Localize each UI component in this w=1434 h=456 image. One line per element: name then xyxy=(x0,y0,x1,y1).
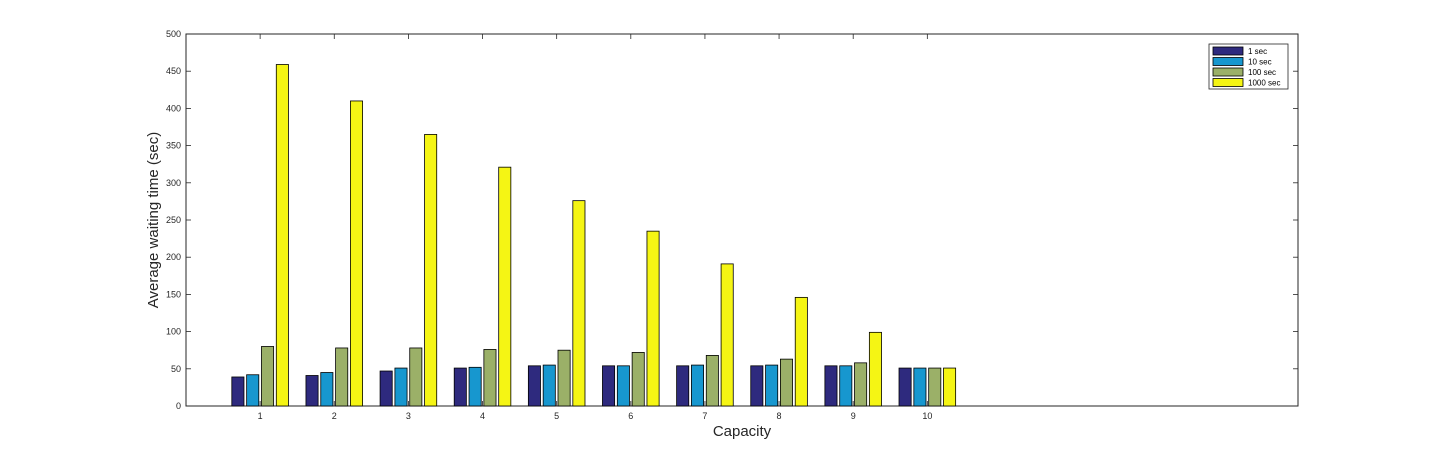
bar xyxy=(379,370,393,407)
bar xyxy=(691,364,705,407)
bars-group xyxy=(231,64,957,407)
legend-label: 100 sec xyxy=(1248,68,1276,77)
x-axis: 1 2 3 4 5 6 7 8 9 10 xyxy=(258,34,932,421)
x-tick-label: 5 xyxy=(554,411,559,421)
bar xyxy=(750,365,764,407)
x-tick-label: 3 xyxy=(406,411,411,421)
y-tick-label: 350 xyxy=(166,141,181,151)
bar xyxy=(542,364,556,407)
bar xyxy=(261,346,275,407)
bar xyxy=(780,358,793,407)
x-tick-label: 7 xyxy=(702,411,707,421)
bar xyxy=(424,134,438,407)
legend-label: 1 sec xyxy=(1248,47,1267,56)
bar xyxy=(409,347,423,407)
bar xyxy=(705,355,719,407)
bar xyxy=(616,365,630,407)
x-tick-label: 6 xyxy=(628,411,633,421)
bar xyxy=(453,367,467,407)
bar xyxy=(572,200,586,407)
bar xyxy=(676,365,690,407)
x-tick-label: 2 xyxy=(332,411,337,421)
y-axis-title: Average waiting time (sec) xyxy=(145,132,162,308)
x-tick-label: 8 xyxy=(777,411,782,421)
y-axis: 0 50 100 150 200 250 300 350 400 450 500 xyxy=(166,29,1298,411)
bar xyxy=(483,349,497,407)
legend-label: 1000 sec xyxy=(1248,79,1280,88)
bar xyxy=(868,331,882,407)
y-tick-label: 100 xyxy=(166,327,181,337)
bar xyxy=(765,364,779,407)
bar xyxy=(394,367,408,407)
bar xyxy=(839,365,853,407)
bar xyxy=(602,365,616,407)
legend-label: 10 sec xyxy=(1248,58,1272,67)
bar xyxy=(720,263,734,407)
bar xyxy=(631,352,645,407)
bar xyxy=(468,366,482,407)
legend-swatch xyxy=(1212,57,1244,66)
bar xyxy=(335,347,349,407)
legend-swatch xyxy=(1212,46,1244,56)
bar xyxy=(943,367,957,407)
bar xyxy=(854,362,868,407)
bar xyxy=(320,372,334,407)
bar xyxy=(498,166,512,407)
x-tick-label: 4 xyxy=(480,411,485,421)
x-tick-label: 9 xyxy=(851,411,856,421)
bar xyxy=(305,375,319,407)
y-tick-label: 450 xyxy=(166,66,181,76)
y-tick-label: 250 xyxy=(166,215,181,225)
plot-area xyxy=(185,33,1299,407)
bar xyxy=(646,230,660,407)
y-tick-label: 150 xyxy=(166,289,181,299)
bar xyxy=(557,349,571,407)
y-tick-label: 0 xyxy=(176,401,181,411)
bar xyxy=(928,367,942,407)
bar xyxy=(350,100,363,407)
bar xyxy=(898,367,912,407)
bar xyxy=(824,365,838,407)
x-axis-title: Capacity xyxy=(713,423,772,440)
bar xyxy=(246,374,260,407)
bar xyxy=(794,296,808,407)
y-tick-label: 400 xyxy=(166,103,181,113)
bar xyxy=(527,365,541,407)
y-tick-label: 200 xyxy=(166,252,181,262)
y-tick-label: 300 xyxy=(166,178,181,188)
legend-swatch xyxy=(1212,78,1244,87)
bar xyxy=(275,64,289,407)
x-tick-label: 10 xyxy=(922,411,932,421)
x-tick-label: 1 xyxy=(258,411,263,421)
y-tick-label: 50 xyxy=(171,364,181,374)
legend-swatch xyxy=(1212,67,1244,77)
y-tick-label: 500 xyxy=(166,29,181,39)
bar xyxy=(913,367,927,407)
bar xyxy=(231,376,245,407)
